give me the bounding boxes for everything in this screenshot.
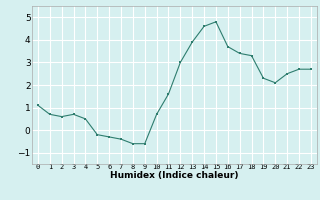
X-axis label: Humidex (Indice chaleur): Humidex (Indice chaleur) bbox=[110, 171, 239, 180]
